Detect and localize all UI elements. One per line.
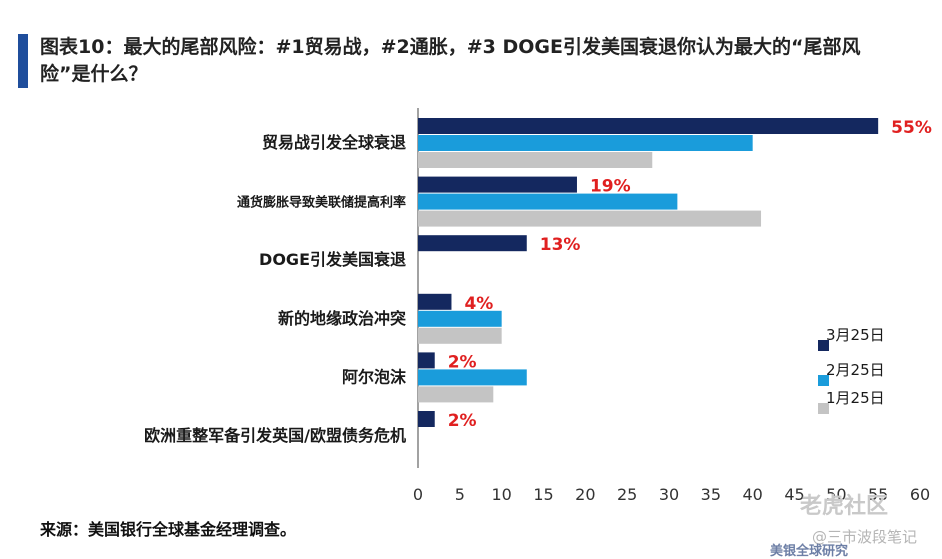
legend-label: 3月25日 xyxy=(826,326,885,344)
bar-mar25 xyxy=(418,293,452,310)
watermark-author: @三市波段笔记 xyxy=(812,528,918,546)
bar-jan25 xyxy=(418,327,502,344)
x-tick-label: 25 xyxy=(617,485,637,504)
legend-swatch xyxy=(818,375,829,386)
x-tick-label: 30 xyxy=(659,485,679,504)
legend-swatch xyxy=(818,340,829,351)
bar-jan25 xyxy=(418,210,762,227)
bar-feb25 xyxy=(418,193,678,210)
bar-feb25 xyxy=(418,135,753,151)
bar-mar25 xyxy=(418,235,527,252)
x-tick-label: 35 xyxy=(701,485,721,504)
data-label: 2% xyxy=(448,411,477,431)
bar-feb25 xyxy=(418,369,527,386)
watermark-community: 老虎社区 xyxy=(800,494,889,519)
source-note: 来源：美国银行全球基金经理调查。 xyxy=(40,520,297,539)
x-tick-label: 20 xyxy=(575,485,595,504)
x-tick-label: 10 xyxy=(491,485,511,504)
legend-label: 1月25日 xyxy=(826,389,885,407)
data-label: 55% xyxy=(891,118,932,138)
bar-mar25 xyxy=(418,352,435,369)
category-label: 欧洲重整军备引发英国/欧盟债务危机 xyxy=(144,426,406,445)
category-label: DOGE引发美国衰退 xyxy=(259,250,406,269)
chart-title: 图表10：最大的尾部风险：#1贸易战，#2通胀，#3 DOGE引发美国衰退你认为… xyxy=(40,36,861,85)
category-label: 通货膨胀导致美联储提高利率 xyxy=(237,195,406,211)
x-tick-label: 15 xyxy=(533,485,553,504)
data-label: 2% xyxy=(448,352,477,372)
data-label: 13% xyxy=(540,235,581,255)
bar-jan25 xyxy=(418,386,494,403)
x-tick-label: 45 xyxy=(784,485,804,504)
bar-feb25 xyxy=(418,310,502,327)
legend-swatch xyxy=(818,403,829,414)
bar-mar25 xyxy=(418,176,577,193)
data-label: 19% xyxy=(590,177,631,197)
data-label: 4% xyxy=(464,294,493,314)
bar-chart: 贸易战引发全球衰退 55% 通货膨胀导致美联储提高利率 19% DOGE引发美国衰退 13… xyxy=(144,108,932,504)
legend-label: 2月25日 xyxy=(826,361,885,379)
x-tick-label: 55 xyxy=(868,485,888,504)
title-accent-bar xyxy=(18,34,28,88)
category-label: 新的地缘政治冲突 xyxy=(278,309,406,328)
x-tick-label: 0 xyxy=(413,485,423,504)
bar-mar25 xyxy=(418,411,435,427)
category-label: 贸易战引发全球衰退 xyxy=(262,133,406,152)
bar-jan25 xyxy=(418,152,653,168)
x-tick-label: 60 xyxy=(910,485,930,504)
x-tick-label: 50 xyxy=(826,485,846,504)
x-tick-label: 5 xyxy=(455,485,465,504)
watermark-research: 美银全球研究 xyxy=(770,544,849,559)
category-label: 阿尔泡沫 xyxy=(342,367,407,386)
bar-mar25 xyxy=(418,118,879,134)
x-tick-label: 40 xyxy=(742,485,762,504)
